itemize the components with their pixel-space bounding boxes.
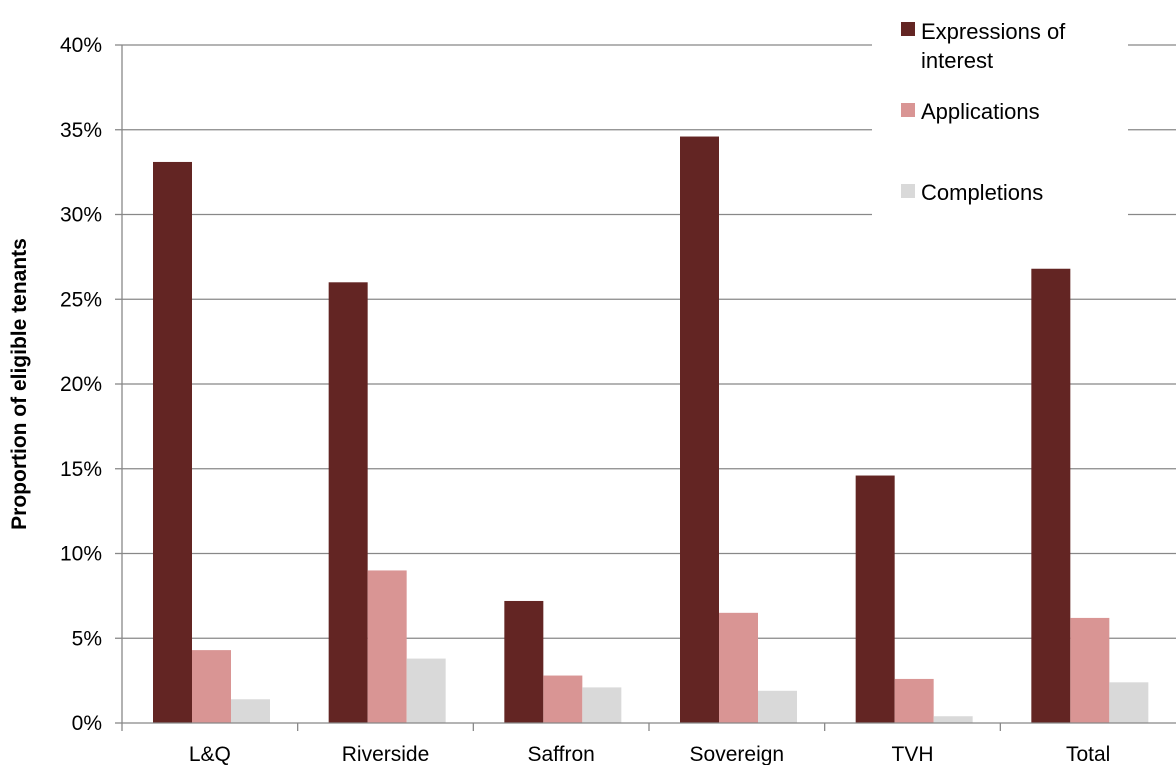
bar bbox=[328, 282, 368, 723]
legend-label: Expressions of bbox=[921, 19, 1066, 44]
x-tick-label: L&Q bbox=[189, 743, 231, 765]
bar bbox=[367, 570, 407, 723]
legend-label: interest bbox=[921, 48, 993, 73]
bar bbox=[1031, 268, 1071, 723]
legend: Expressions of interest Applications Comple… bbox=[872, 8, 1128, 218]
y-tick-labels: 0% 5% 10% 15% 20% 25% 30% 35% 40% bbox=[60, 34, 102, 735]
y-axis-label: Proportion of eligible tenants bbox=[8, 238, 31, 530]
legend-swatch bbox=[901, 22, 915, 36]
bar bbox=[680, 136, 719, 723]
bar bbox=[582, 687, 622, 723]
y-tick-label: 25% bbox=[60, 288, 102, 311]
bar bbox=[894, 678, 934, 723]
x-tick-label: Saffron bbox=[528, 743, 595, 765]
bar bbox=[933, 716, 973, 723]
bar bbox=[153, 161, 192, 723]
y-tick-label: 20% bbox=[60, 373, 102, 396]
bar bbox=[758, 690, 797, 723]
bar bbox=[504, 600, 544, 723]
y-tick-label: 0% bbox=[72, 712, 102, 735]
y-tick-label: 5% bbox=[72, 627, 102, 650]
bars bbox=[153, 136, 1149, 723]
bar bbox=[855, 475, 895, 723]
y-tick-label: 30% bbox=[60, 204, 102, 227]
axes bbox=[115, 44, 1176, 731]
x-tick-labels: L&Q Riverside Saffron Sovereign TVH Total bbox=[189, 743, 1111, 765]
legend-swatch bbox=[901, 103, 915, 117]
bar bbox=[1070, 617, 1110, 723]
y-tick-label: 35% bbox=[60, 119, 102, 142]
x-tick-label: Sovereign bbox=[690, 743, 785, 765]
bar bbox=[192, 650, 231, 723]
bar bbox=[1109, 682, 1149, 723]
legend-label: Applications bbox=[921, 99, 1040, 124]
legend-label: Completions bbox=[921, 180, 1043, 205]
bar bbox=[231, 699, 270, 723]
x-tick-label: Riverside bbox=[342, 743, 430, 765]
legend-swatch bbox=[901, 184, 915, 198]
x-tick-label: Total bbox=[1066, 743, 1110, 765]
y-tick-label: 10% bbox=[60, 543, 102, 566]
bar bbox=[543, 675, 583, 723]
x-tick-label: TVH bbox=[892, 743, 934, 765]
y-tick-label: 15% bbox=[60, 458, 102, 481]
bar bbox=[406, 658, 446, 723]
y-tick-label: 40% bbox=[60, 34, 102, 57]
bar bbox=[719, 612, 758, 723]
